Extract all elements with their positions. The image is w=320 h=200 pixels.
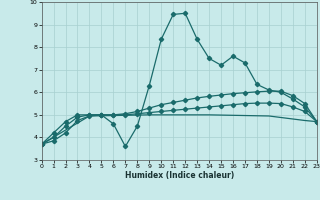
X-axis label: Humidex (Indice chaleur): Humidex (Indice chaleur) xyxy=(124,171,234,180)
